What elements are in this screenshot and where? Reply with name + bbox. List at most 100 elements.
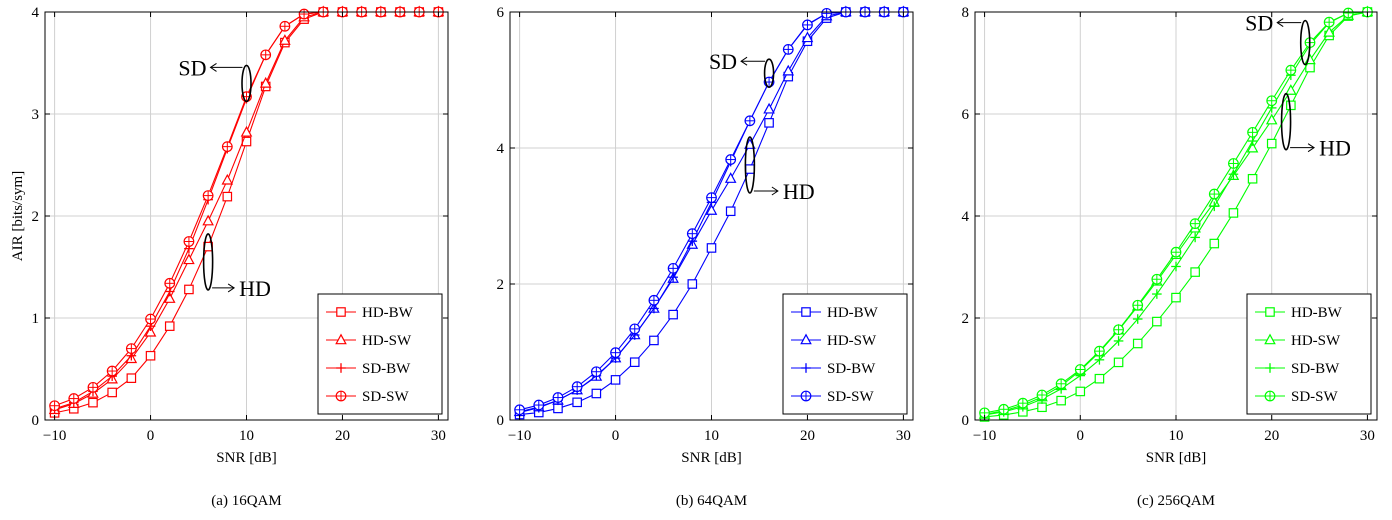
data-point-hd-bw-4	[126, 373, 137, 383]
data-point-hd-bw-6	[629, 357, 640, 367]
data-point-hd-sw-9	[221, 173, 234, 185]
data-point-hd-sw-6	[163, 292, 176, 303]
data-point-hd-bw-5	[610, 375, 621, 385]
legend-entry-sd-sw: SD-SW	[326, 389, 410, 405]
y-tick-label: 2	[962, 311, 970, 327]
y-tick-label: 8	[962, 5, 970, 21]
data-point-hd-bw-11	[1190, 267, 1200, 277]
annotation-hd: HD	[744, 136, 815, 204]
annotation-arrow-head	[771, 186, 779, 196]
x-tick-label: 20	[335, 428, 350, 444]
data-point-hd-bw-5	[1075, 386, 1086, 397]
data-point-hd-sw-10	[240, 125, 253, 137]
legend-marker	[1264, 333, 1276, 345]
data-point-hd-sw-8	[202, 214, 214, 226]
data-point-hd-bw-6	[1094, 373, 1105, 384]
annotation-label: SD	[1245, 11, 1273, 36]
legend-label: HD-BW	[827, 305, 879, 321]
x-tick-label: 20	[800, 428, 815, 444]
x-tick-label: 30	[1360, 428, 1375, 444]
data-point-hd-bw-8	[668, 309, 678, 320]
y-tick-label: 1	[32, 311, 40, 327]
legend-label: HD-BW	[1291, 305, 1343, 321]
x-axis-label: SNR [dB]	[1146, 450, 1206, 466]
data-point-hd-bw-8	[1132, 338, 1143, 349]
legend-label: HD-SW	[362, 333, 412, 349]
data-point-hd-bw-7	[1113, 357, 1124, 368]
y-tick-label: 6	[497, 5, 505, 21]
legend-entry-sd-bw: SD-BW	[791, 361, 876, 377]
legend-label: SD-SW	[362, 389, 410, 405]
y-tick-label: 2	[32, 209, 40, 225]
x-tick-label: 0	[1077, 428, 1085, 444]
legend-label: SD-BW	[1291, 361, 1340, 377]
data-point-hd-sw-15	[801, 31, 814, 43]
legend-label: HD-BW	[362, 305, 414, 321]
x-tick-label: 10	[704, 428, 719, 444]
legend-label: SD-BW	[827, 361, 876, 377]
data-point-hd-bw-10	[706, 243, 717, 253]
annotation-ellipse	[1299, 19, 1311, 66]
x-tick-label: 20	[1264, 428, 1279, 444]
annotation-arrow-head	[1307, 143, 1315, 153]
x-tick-label: 30	[896, 428, 911, 444]
y-tick-label: 4	[497, 141, 505, 157]
chart-caption: (c) 256QAM	[1137, 493, 1215, 509]
x-tick-label: −10	[508, 428, 531, 444]
data-point-hd-bw-6	[164, 321, 175, 331]
data-point-hd-sw-13	[763, 102, 775, 114]
y-tick-label: 0	[962, 413, 970, 429]
chart-caption: (a) 16QAM	[211, 493, 281, 509]
y-tick-label: 4	[962, 209, 970, 225]
data-point-hd-sw-18	[1323, 25, 1335, 37]
legend-entry-hd-sw: HD-SW	[791, 333, 877, 349]
legend-marker	[801, 307, 811, 317]
x-tick-label: 0	[147, 428, 155, 444]
data-point-hd-bw-4	[591, 388, 602, 399]
data-point-hd-bw-3	[1037, 402, 1047, 413]
legend-marker	[335, 333, 347, 345]
annotation-hd: HD	[1280, 92, 1351, 161]
x-tick-label: −10	[973, 428, 996, 444]
legend-entry-sd-bw: SD-BW	[1255, 361, 1340, 377]
y-axis-label: AIR [bits/sym]	[10, 171, 26, 261]
legend-marker	[800, 333, 812, 345]
y-tick-label: 6	[962, 107, 970, 123]
data-point-hd-sw-16	[1285, 84, 1297, 95]
series-sd-sw	[979, 6, 1373, 419]
legend-label: SD-SW	[827, 389, 875, 405]
annotation-label: SD	[709, 49, 737, 74]
data-point-hd-bw-12	[745, 164, 755, 174]
data-point-hd-bw-9	[222, 191, 233, 202]
annotation-ellipse	[1280, 92, 1292, 151]
annotation-sd: SD	[1245, 11, 1311, 66]
y-tick-label: 2	[497, 277, 505, 293]
legend-entry-hd-bw: HD-BW	[326, 305, 414, 321]
data-point-hd-bw-15	[1266, 138, 1277, 149]
series-hd-bw	[979, 7, 1373, 422]
data-point-hd-sw-11	[259, 76, 272, 88]
y-tick-label: 0	[497, 413, 505, 429]
legend: HD-BW HD-SW SD-BW SD-SW	[1246, 293, 1372, 415]
data-point-hd-bw-9	[1152, 316, 1162, 327]
data-point-hd-bw-5	[145, 350, 156, 361]
annotation-ellipse	[763, 58, 775, 88]
legend: HD-BW HD-SW SD-BW SD-SW	[782, 293, 908, 415]
legend-marker	[336, 307, 346, 317]
legend-entry-hd-bw: HD-BW	[1255, 305, 1343, 321]
data-point-hd-bw-16	[1286, 100, 1296, 111]
data-point-hd-bw-13	[1228, 208, 1239, 218]
data-point-hd-sw-11	[724, 172, 737, 183]
data-point-hd-sw-12	[279, 34, 291, 45]
annotation-label: HD	[783, 179, 815, 204]
legend-marker	[1265, 307, 1275, 317]
legend-entry-sd-bw: SD-BW	[326, 361, 411, 377]
x-tick-label: 0	[612, 428, 620, 444]
legend-label: HD-SW	[1291, 333, 1341, 349]
y-tick-label: 3	[32, 107, 40, 123]
annotation-hd: HD	[202, 233, 271, 301]
data-point-hd-bw-3	[572, 397, 582, 408]
data-point-hd-sw-14	[1246, 141, 1259, 153]
